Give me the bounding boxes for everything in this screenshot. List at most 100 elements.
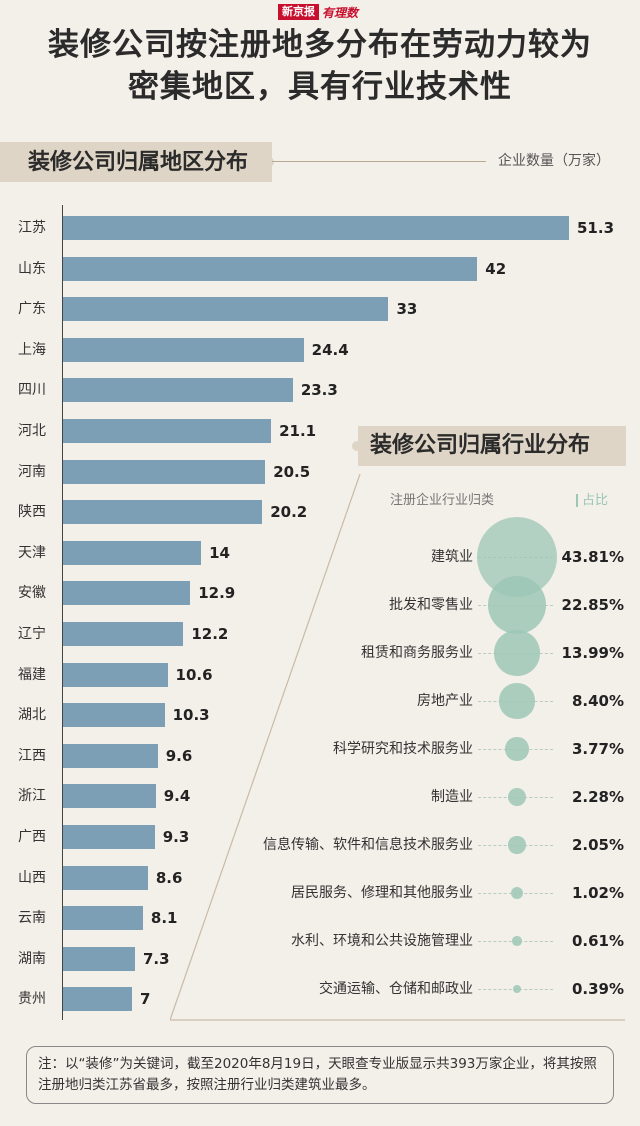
industry-label: 房地产业 xyxy=(417,693,473,709)
industry-label: 居民服务、修理和其他服务业 xyxy=(291,885,473,901)
unit-label: 企业数量（万家） xyxy=(498,153,610,169)
share-bubble xyxy=(505,737,529,761)
bar-value-label: 9.6 xyxy=(165,746,193,765)
category-label: 浙江 xyxy=(18,788,46,805)
category-label: 江苏 xyxy=(18,220,46,236)
brand-logo: 新京报 有理数 xyxy=(278,3,364,21)
bar xyxy=(63,378,293,403)
bar-value-label: 20.5 xyxy=(273,462,311,481)
share-bubble xyxy=(508,836,526,854)
banner-dot xyxy=(264,157,274,167)
bar-value-label: 33 xyxy=(396,300,418,319)
share-value-label: 3.77% xyxy=(571,740,624,758)
note-text: 注：以“装修”为关键词，截至2020年8月19日，天眼查专业版显示共393万家企… xyxy=(38,1056,597,1093)
inset-frame xyxy=(170,473,625,1021)
banner-dot xyxy=(352,441,362,451)
category-label: 山东 xyxy=(18,260,46,277)
share-value-label: 0.61% xyxy=(571,932,624,950)
note-box xyxy=(26,1046,614,1104)
industry-label: 水利、环境和公共设施管理业 xyxy=(291,933,473,949)
category-label: 广西 xyxy=(18,829,46,845)
bar-value-label: 12.2 xyxy=(191,625,229,643)
share-bubble xyxy=(494,630,540,676)
bar-value-label: 9.3 xyxy=(162,828,190,846)
bar-value-label: 12.9 xyxy=(198,584,236,603)
bar xyxy=(63,906,143,931)
region-chart-title: 装修公司归属地区分布 xyxy=(28,150,249,175)
industry-label: 租赁和商务服务业 xyxy=(361,645,473,661)
category-label: 天津 xyxy=(18,544,46,561)
share-value-label: 1.02% xyxy=(571,884,624,902)
bar-value-label: 8.6 xyxy=(155,868,183,887)
category-label: 山西 xyxy=(18,869,46,886)
bar xyxy=(63,581,191,606)
bar xyxy=(63,419,272,443)
share-legend-marker xyxy=(576,494,578,507)
bar xyxy=(63,865,148,890)
category-label: 安徽 xyxy=(18,585,46,602)
bar xyxy=(63,784,156,809)
bar-value-label: 7.3 xyxy=(143,949,170,968)
share-bubble xyxy=(510,886,524,900)
bar xyxy=(63,216,569,240)
title-line-1: 装修公司按注册地多分布在劳动力较为 xyxy=(48,27,592,63)
bar xyxy=(63,256,478,281)
share-bubble xyxy=(507,787,527,807)
category-label: 辽宁 xyxy=(18,626,46,642)
share-value-label: 22.85% xyxy=(561,596,624,614)
category-label: 河北 xyxy=(18,423,46,439)
bar-value-label: 7 xyxy=(140,990,151,1009)
bar xyxy=(63,825,155,849)
category-label: 陕西 xyxy=(18,504,46,521)
industry-label: 制造业 xyxy=(431,789,473,805)
category-label: 云南 xyxy=(18,910,46,927)
share-bubble xyxy=(499,683,535,719)
category-label: 广东 xyxy=(18,301,46,318)
industry-chart-banner xyxy=(358,426,626,466)
bar xyxy=(63,622,184,646)
logo-red-label: 新京报 xyxy=(278,4,319,20)
category-label: 上海 xyxy=(18,341,46,358)
industry-label: 建筑业 xyxy=(431,549,473,565)
share-value-label: 43.81% xyxy=(561,548,624,566)
bar xyxy=(63,337,304,362)
share-bubble xyxy=(488,576,546,634)
share-bubble xyxy=(512,936,522,946)
bar-value-label: 21.1 xyxy=(279,422,317,440)
bar-value-label: 42 xyxy=(485,259,507,278)
bar-value-label: 20.2 xyxy=(270,503,308,522)
bar-value-label: 24.4 xyxy=(311,340,349,359)
bar-value-label: 14 xyxy=(209,543,230,562)
bar xyxy=(63,946,135,971)
category-label: 湖南 xyxy=(18,950,46,967)
page-title: 装修公司按注册地多分布在劳动力较为 密集地区，具有行业技术性 xyxy=(0,24,640,108)
category-label: 河南 xyxy=(18,463,46,480)
share-column-header: 占比 xyxy=(582,493,609,508)
bar xyxy=(63,459,266,484)
y-axis-line xyxy=(62,205,63,1020)
bar-value-label: 23.3 xyxy=(300,381,338,400)
category-label: 福建 xyxy=(18,666,46,683)
bar-value-label: 9.4 xyxy=(163,787,191,806)
share-value-label: 13.99% xyxy=(561,644,624,662)
industry-label: 交通运输、仓储和邮政业 xyxy=(319,981,473,997)
share-value-label: 2.05% xyxy=(571,836,624,854)
bar-value-label: 51.3 xyxy=(577,219,615,237)
bar-value-label: 8.1 xyxy=(150,909,178,928)
bar xyxy=(63,297,389,322)
category-label: 江西 xyxy=(18,747,46,764)
industry-column-header: 注册企业行业归类 xyxy=(390,493,495,508)
bar xyxy=(63,500,263,525)
industry-label: 信息传输、软件和信息技术服务业 xyxy=(263,837,473,853)
category-label: 湖北 xyxy=(18,707,46,724)
banner-rule xyxy=(272,161,486,162)
industry-label: 科学研究和技术服务业 xyxy=(333,741,473,757)
share-value-label: 8.40% xyxy=(571,692,624,710)
title-line-2: 密集地区，具有行业技术性 xyxy=(128,69,512,105)
bar xyxy=(63,662,168,687)
bar-value-label: 10.6 xyxy=(175,665,213,684)
category-label: 贵州 xyxy=(18,991,46,1008)
industry-label: 批发和零售业 xyxy=(389,597,473,613)
share-value-label: 0.39% xyxy=(571,980,624,998)
category-label: 四川 xyxy=(18,382,46,399)
